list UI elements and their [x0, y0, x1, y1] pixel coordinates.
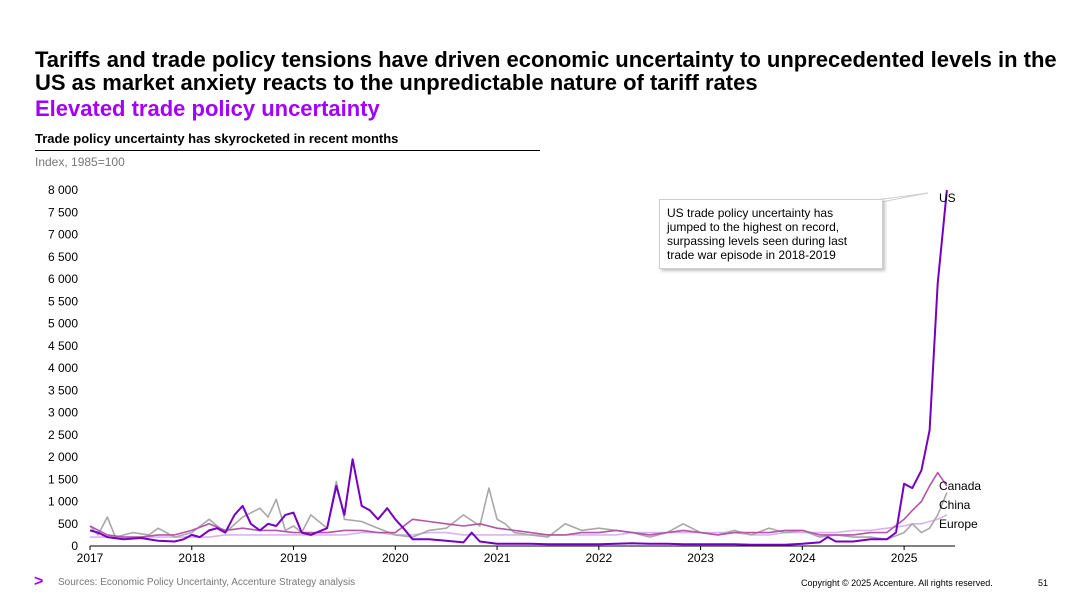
y-tick-label: 1 000: [48, 495, 78, 509]
accenture-logo: >: [34, 573, 44, 590]
x-tick-label: 2025: [891, 551, 918, 565]
series-label-us: US: [939, 191, 956, 205]
x-tick-label: 2020: [382, 551, 409, 565]
series-label-europe: Europe: [939, 517, 978, 531]
chart-labels: US Canada China Europe: [939, 191, 981, 531]
y-tick-label: 3 500: [48, 383, 78, 397]
y-tick-label: 3 000: [48, 406, 78, 420]
x-tick-label: 2019: [280, 551, 307, 565]
series-line-canada: [89, 471, 948, 538]
y-tick-label: 0: [71, 539, 78, 553]
y-tick-label: 7 500: [48, 205, 78, 219]
source-note: Sources: Economic Policy Uncertainty, Ac…: [58, 577, 356, 588]
y-tick-label: 6 500: [48, 250, 78, 264]
series-label-china: China: [939, 498, 971, 512]
y-tick-label: 5 000: [48, 317, 78, 331]
y-tick-label: 4 500: [48, 339, 78, 353]
x-tick-label: 2024: [789, 551, 816, 565]
chart-units: Index, 1985=100: [35, 155, 125, 169]
x-tick-label: 2023: [687, 551, 714, 565]
y-tick-label: 1 500: [48, 472, 78, 486]
chart-axes: 0 500 1 000 1 500 2 000 2 500 3 000 3 500 4 000 4…: [48, 183, 955, 565]
y-tick-label: 8 000: [48, 183, 78, 197]
y-tick-label: 7 000: [48, 228, 78, 242]
subhead: Elevated trade policy uncertainty: [35, 96, 380, 121]
page-number: 51: [1038, 578, 1049, 588]
x-tick-label: 2022: [585, 551, 612, 565]
x-tick-label: 2021: [484, 551, 511, 565]
chart-lines: [89, 189, 948, 546]
copyright: Copyright © 2025 Accenture. All rights r…: [801, 578, 993, 588]
y-tick-label: 5 500: [48, 294, 78, 308]
callout-box: US trade policy uncertainty has jumped t…: [659, 199, 883, 269]
chart-title: Trade policy uncertainty has skyrocketed…: [35, 131, 540, 151]
y-tick-label: 4 000: [48, 361, 78, 375]
y-tick-label: 500: [58, 517, 78, 531]
x-tick-label: 2017: [77, 551, 104, 565]
series-line-europe: [90, 514, 948, 538]
y-tick-label: 2 500: [48, 428, 78, 442]
y-tick-label: 6 000: [48, 272, 78, 286]
series-line-us: [89, 189, 948, 546]
x-tick-label: 2018: [178, 551, 205, 565]
series-label-canada: Canada: [939, 479, 981, 493]
headline: Tariffs and trade policy tensions have d…: [35, 47, 1057, 95]
y-tick-label: 2 000: [48, 450, 78, 464]
